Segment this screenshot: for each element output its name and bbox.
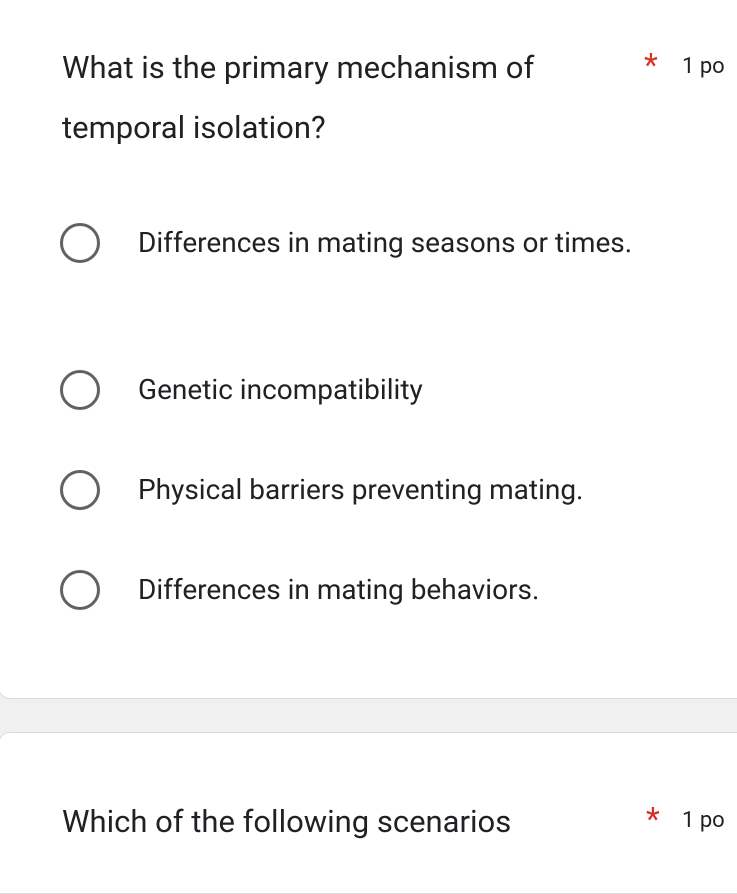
- radio-button[interactable]: [60, 370, 100, 410]
- option-label: Differences in mating behaviors.: [138, 573, 540, 606]
- required-mark: *: [646, 800, 660, 838]
- radio-button[interactable]: [60, 223, 100, 263]
- question-title: What is the primary mechanism of tempora…: [62, 49, 535, 146]
- required-mark: *: [644, 46, 658, 84]
- option[interactable]: Genetic incompatibility: [60, 365, 678, 415]
- points: 1 po: [682, 54, 725, 79]
- question-title: Which of the following scenarios: [62, 803, 512, 840]
- option[interactable]: Differences in mating seasons or times.: [60, 218, 678, 268]
- option-label: Genetic incompatibility: [138, 373, 423, 406]
- option-label: Physical barriers preventing mating.: [138, 473, 584, 506]
- radio-button[interactable]: [60, 570, 100, 610]
- option-label: Differences in mating seasons or times.: [138, 226, 633, 259]
- option[interactable]: Physical barriers preventing mating.: [60, 465, 678, 515]
- points: 1 po: [682, 808, 725, 833]
- question-card: [0, 0, 737, 699]
- option[interactable]: Differences in mating behaviors.: [60, 565, 678, 615]
- radio-button[interactable]: [60, 470, 100, 510]
